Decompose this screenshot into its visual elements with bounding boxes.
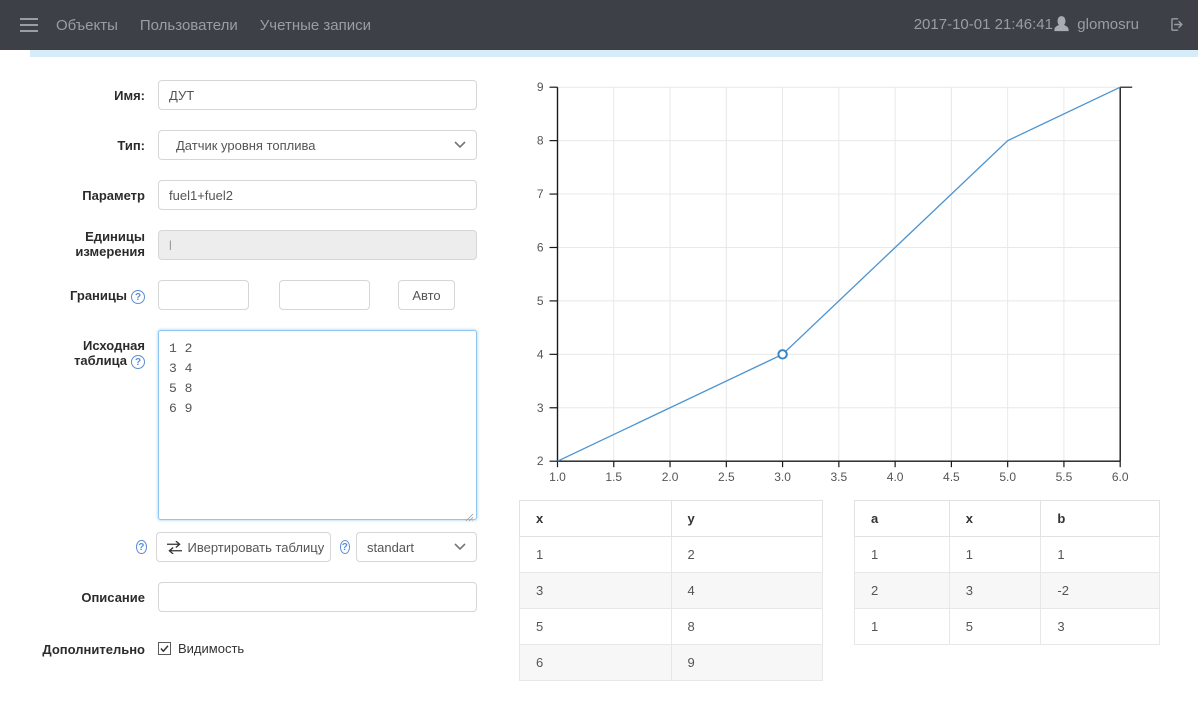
- svg-text:5: 5: [537, 294, 544, 308]
- svg-text:1.5: 1.5: [605, 470, 622, 484]
- svg-text:1.0: 1.0: [549, 470, 566, 484]
- svg-text:6: 6: [537, 240, 544, 254]
- svg-text:6.0: 6.0: [1112, 470, 1129, 484]
- svg-text:3.0: 3.0: [774, 470, 791, 484]
- svg-text:3.5: 3.5: [831, 470, 848, 484]
- svg-text:2.0: 2.0: [662, 470, 679, 484]
- svg-text:4: 4: [537, 347, 544, 361]
- svg-text:3: 3: [537, 401, 544, 415]
- svg-text:8: 8: [537, 134, 544, 148]
- svg-text:4.0: 4.0: [887, 470, 904, 484]
- svg-text:4.5: 4.5: [943, 470, 960, 484]
- svg-text:5.0: 5.0: [999, 470, 1016, 484]
- svg-text:2: 2: [537, 454, 544, 468]
- svg-text:2.5: 2.5: [718, 470, 735, 484]
- svg-text:9: 9: [537, 80, 544, 94]
- svg-text:5.5: 5.5: [1056, 470, 1073, 484]
- svg-text:7: 7: [537, 187, 544, 201]
